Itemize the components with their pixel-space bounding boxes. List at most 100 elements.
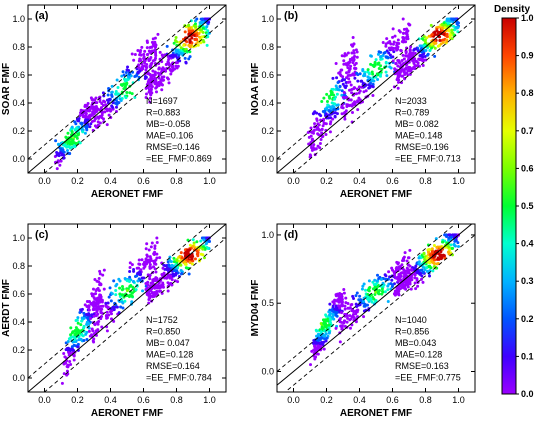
data-point: [335, 314, 339, 318]
data-point: [400, 74, 404, 78]
data-point: [320, 131, 324, 135]
data-point: [387, 270, 391, 274]
data-point: [54, 139, 58, 143]
data-point: [430, 42, 434, 46]
x-tick-label: 0.8: [419, 395, 432, 405]
data-point: [189, 29, 193, 33]
data-point: [433, 33, 437, 37]
data-point: [445, 35, 449, 39]
data-point: [438, 39, 442, 43]
data-point: [82, 338, 86, 342]
data-point: [169, 281, 173, 285]
plot-frame: [27, 223, 227, 393]
data-point: [94, 101, 98, 105]
data-point: [75, 318, 79, 322]
colorbar-tick-label: 0.7: [521, 126, 534, 136]
data-point: [120, 74, 124, 78]
colorbar-tick-label: 0.0: [521, 389, 534, 399]
data-point: [367, 298, 371, 302]
data-point: [386, 41, 390, 45]
data-point: [373, 60, 377, 64]
data-point: [93, 278, 97, 282]
data-point: [315, 329, 319, 333]
data-point: [69, 326, 73, 330]
data-point: [175, 258, 179, 262]
data-point: [128, 261, 132, 265]
data-point: [432, 42, 436, 46]
data-point: [423, 268, 427, 272]
data-point: [397, 289, 401, 293]
data-point: [331, 87, 335, 91]
data-point: [439, 42, 443, 46]
data-point: [362, 304, 366, 308]
data-point: [154, 45, 158, 49]
data-point: [74, 333, 78, 337]
data-point: [350, 43, 354, 47]
data-point: [374, 290, 378, 294]
data-point: [96, 286, 100, 290]
data-point: [384, 70, 388, 74]
data-point: [144, 257, 148, 261]
data-point: [366, 68, 370, 72]
data-point: [342, 319, 346, 323]
data-point: [130, 263, 134, 267]
data-point: [129, 74, 133, 78]
data-point: [397, 59, 401, 63]
data-point: [370, 300, 374, 304]
data-point: [175, 61, 179, 65]
data-point: [98, 269, 102, 273]
data-point: [145, 62, 149, 66]
data-point: [130, 300, 134, 304]
data-point: [388, 53, 392, 57]
data-point: [328, 317, 332, 321]
data-point: [207, 239, 211, 243]
data-point: [340, 324, 344, 328]
data-point: [369, 62, 373, 66]
data-point: [157, 286, 161, 290]
data-point: [161, 285, 165, 289]
colorbar-tick-label: 0.1: [521, 351, 534, 361]
data-point: [333, 102, 337, 106]
data-point: [389, 287, 393, 291]
stat-line: MAE=0.106: [146, 131, 193, 141]
data-point: [160, 88, 164, 92]
data-point: [376, 273, 379, 277]
data-point: [444, 233, 448, 237]
data-point: [341, 95, 345, 99]
data-point: [399, 49, 403, 53]
data-point: [348, 80, 352, 84]
data-point: [398, 275, 402, 279]
data-point: [391, 55, 395, 59]
data-point: [103, 110, 107, 114]
data-point: [202, 238, 206, 242]
data-point: [179, 269, 183, 273]
data-point: [201, 247, 205, 251]
data-point: [98, 99, 102, 103]
data-point: [70, 125, 74, 129]
y-tick-label: 1.0: [12, 233, 25, 243]
data-point: [97, 289, 101, 293]
data-point: [110, 90, 114, 94]
data-point: [343, 304, 347, 308]
data-point: [413, 67, 417, 71]
data-point: [112, 279, 116, 283]
data-point: [409, 287, 413, 291]
data-point: [336, 298, 340, 302]
data-point: [393, 293, 397, 297]
data-point: [435, 262, 439, 266]
data-point: [125, 289, 129, 293]
data-point: [160, 53, 164, 57]
x-axis-label: AERONET FMF: [340, 408, 412, 419]
data-point: [396, 268, 400, 272]
data-point: [180, 272, 184, 276]
data-point: [377, 276, 381, 280]
data-point: [159, 71, 163, 75]
data-point: [408, 52, 412, 56]
data-point: [151, 295, 155, 299]
data-point: [340, 89, 344, 93]
data-point: [144, 68, 148, 72]
data-point: [166, 289, 170, 293]
data-point: [90, 327, 94, 331]
data-point: [368, 81, 372, 85]
data-point: [154, 86, 158, 90]
